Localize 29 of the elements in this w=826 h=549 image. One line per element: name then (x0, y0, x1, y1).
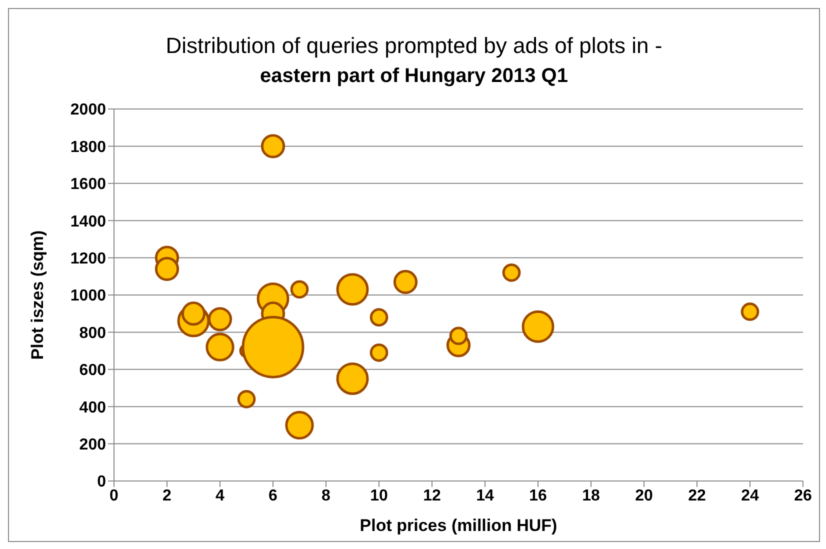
y-tick-label: 400 (79, 399, 106, 416)
y-tick-label: 0 (97, 474, 106, 491)
x-tick-label: 8 (322, 487, 331, 504)
x-tick-label: 4 (216, 487, 225, 504)
x-tick-label: 2 (162, 487, 172, 504)
x-tick-label: 26 (794, 487, 812, 504)
x-tick-label: 16 (529, 487, 547, 504)
x-tick-label: 14 (476, 487, 494, 504)
y-tick-label: 2000 (70, 102, 106, 119)
x-axis-title: Plot prices (million HUF) (360, 516, 558, 535)
y-tick-label: 1400 (70, 213, 106, 230)
y-tick-label: 200 (79, 436, 106, 454)
y-tick-label: 1000 (70, 288, 106, 305)
x-tick-label: 24 (741, 487, 759, 504)
y-tick-label: 1800 (70, 138, 106, 156)
x-tick-label: 18 (582, 487, 600, 504)
y-axis-title: Plot iszes (sqm) (28, 230, 48, 360)
x-tick-label: 0 (110, 487, 119, 504)
y-tick-label: 1600 (70, 176, 106, 194)
x-tick-label: 12 (423, 487, 441, 504)
chart-subtitle: eastern part of Hungary 2013 Q1 (259, 64, 569, 89)
chart-title: Distribution of queries prompted by ads of plots in - (164, 32, 664, 60)
y-tick-label: 800 (79, 324, 106, 342)
x-tick-label: 10 (370, 487, 388, 504)
x-tick-label: 6 (268, 487, 278, 504)
y-tick-label: 1200 (70, 250, 106, 268)
x-tick-label: 20 (635, 487, 653, 504)
x-tick-label: 22 (688, 487, 706, 504)
y-tick-label: 600 (79, 362, 106, 380)
